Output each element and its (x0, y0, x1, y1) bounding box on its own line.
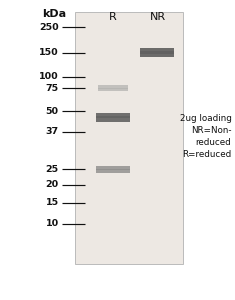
Text: 2ug loading
NR=Non-
reduced
R=reduced: 2ug loading NR=Non- reduced R=reduced (180, 114, 231, 159)
FancyBboxPatch shape (96, 112, 130, 122)
FancyBboxPatch shape (96, 169, 130, 170)
Text: 37: 37 (46, 128, 59, 136)
FancyBboxPatch shape (141, 51, 174, 54)
Text: 250: 250 (39, 22, 59, 32)
Text: R: R (109, 11, 117, 22)
FancyBboxPatch shape (75, 12, 183, 264)
Text: 20: 20 (46, 180, 59, 189)
Text: 10: 10 (46, 219, 59, 228)
FancyBboxPatch shape (98, 85, 128, 91)
FancyBboxPatch shape (96, 116, 130, 118)
Text: 50: 50 (46, 106, 59, 116)
Text: 100: 100 (39, 72, 59, 81)
Text: kDa: kDa (42, 9, 67, 19)
FancyBboxPatch shape (141, 48, 174, 57)
Text: 15: 15 (46, 198, 59, 207)
FancyBboxPatch shape (98, 88, 128, 89)
Text: 150: 150 (39, 48, 59, 57)
Text: 75: 75 (46, 84, 59, 93)
Text: 25: 25 (46, 165, 59, 174)
Text: NR: NR (149, 11, 165, 22)
FancyBboxPatch shape (96, 166, 130, 173)
